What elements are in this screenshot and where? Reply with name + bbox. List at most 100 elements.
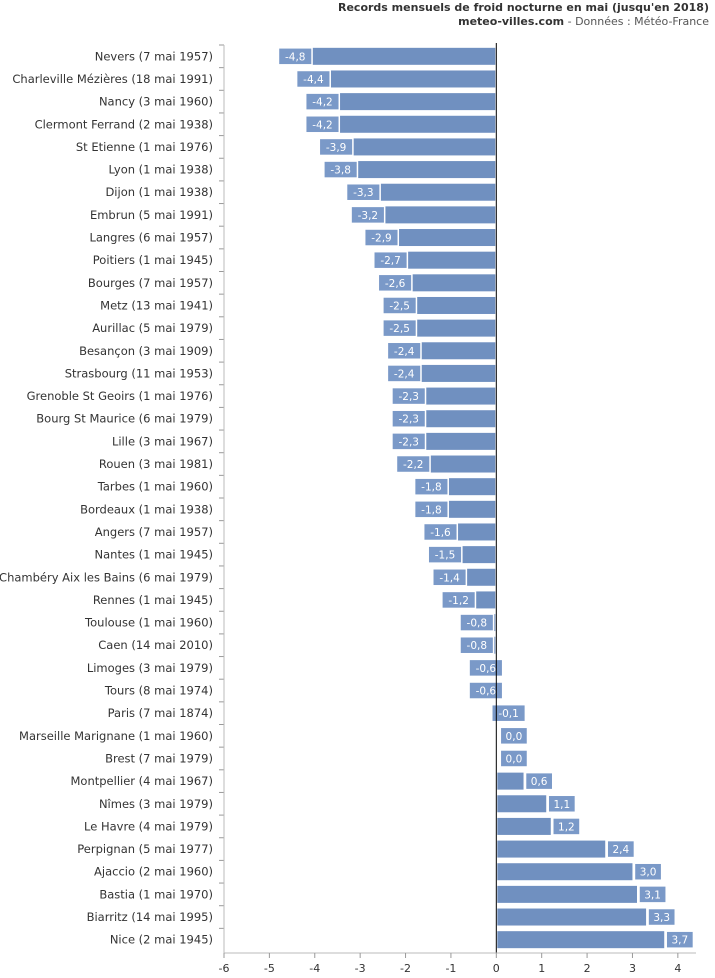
data-label-text: -1,8 (421, 482, 442, 494)
data-label-text: 3,7 (671, 935, 688, 947)
data-label-text: 3,0 (640, 867, 657, 879)
data-label-box (491, 703, 527, 723)
data-label-28: -0,6 (468, 681, 504, 700)
category-label-4: St Etienne (1 mai 1976) (76, 140, 213, 154)
data-label-20: -1,8 (413, 500, 449, 519)
bar-33 (497, 795, 547, 813)
data-label-text: -2,9 (371, 233, 392, 245)
data-label-box (318, 137, 354, 157)
data-label-box (459, 613, 495, 632)
data-label-box (633, 862, 663, 881)
data-label-text: -3,8 (330, 165, 351, 177)
data-label-text: -0,1 (498, 708, 519, 720)
x-tick-label: -6 (219, 962, 230, 975)
category-label-30: Marseille Marignane (1 mai 1960) (19, 729, 213, 743)
bar-3 (305, 115, 496, 133)
data-label-box (606, 839, 636, 859)
category-label-9: Poitiers (1 mai 1945) (93, 253, 213, 267)
data-label-text: -3,2 (358, 210, 379, 222)
bar-4 (319, 138, 496, 156)
data-label-box (427, 545, 463, 564)
data-label-24: -1,2 (441, 590, 477, 610)
data-label-text: -2,2 (403, 459, 424, 471)
data-label-box (350, 205, 386, 225)
data-label-box (323, 160, 359, 179)
category-label-34: Le Havre (4 mai 1979) (84, 819, 213, 833)
category-label-2: Nancy (3 mai 1960) (99, 95, 213, 109)
data-label-13: -2,4 (386, 341, 422, 361)
data-label-box (422, 522, 459, 542)
data-label-text: 0,0 (506, 731, 523, 743)
category-label-6: Dijon (1 mai 1938) (105, 185, 213, 199)
category-label-21: Angers (7 mai 1957) (95, 525, 213, 539)
data-label-2: -4,2 (304, 92, 341, 111)
category-label-14: Strasbourg (11 mai 1953) (65, 366, 213, 380)
data-label-34: 1,2 (552, 817, 581, 836)
data-label-29: -0,1 (491, 703, 527, 723)
x-tick-label: 0 (493, 962, 500, 975)
data-label-12: -2,5 (382, 318, 418, 338)
category-label-26: Caen (14 mai 2010) (98, 638, 213, 652)
data-source: - Données : Météo-France (564, 15, 709, 28)
data-label-box (638, 885, 667, 904)
data-label-box (432, 568, 468, 587)
x-tick-label: -2 (400, 962, 411, 975)
category-label-22: Nantes (1 mai 1945) (95, 548, 213, 562)
data-label-text: -2,6 (385, 278, 406, 290)
bars-layer: -4,8 -4,4 -4,2 -4,2 -3,9 -3,8-3,3 -3,2 -2,9 -2,7… (277, 47, 695, 949)
data-label-text: -2,4 (394, 346, 415, 358)
category-label-25: Toulouse (1 mai 1960) (84, 616, 213, 630)
data-label-text: 0,0 (506, 753, 523, 765)
data-label-32: 0,6 (524, 771, 554, 791)
bar-6 (346, 183, 496, 201)
data-label-9: -2,7 (373, 250, 409, 270)
data-label-22: -1,5 (427, 545, 463, 564)
data-label-21: -1,6 (422, 522, 459, 542)
data-label-box (547, 794, 577, 814)
data-label-box (499, 749, 529, 768)
chart-title: Records mensuels de froid nocturne en ma… (338, 1, 709, 14)
data-label-text: 1,2 (558, 821, 575, 833)
data-label-box (377, 273, 413, 293)
bar-38 (497, 908, 647, 926)
data-label-box (363, 228, 400, 247)
data-label-box (468, 681, 504, 700)
category-label-18: Rouen (3 mai 1981) (99, 457, 213, 471)
bar-1 (296, 70, 496, 88)
data-label-27: -0,6 (468, 658, 504, 678)
data-label-text: 3,3 (653, 912, 670, 924)
data-label-box (295, 69, 331, 89)
category-label-7: Embrun (5 mai 1991) (90, 208, 213, 222)
category-label-1: Charleville Mézières (18 mai 1991) (12, 72, 213, 86)
category-label-5: Lyon (1 mai 1938) (109, 163, 213, 177)
data-label-box (391, 386, 427, 406)
data-label-3: -4,2 (304, 115, 341, 134)
category-label-37: Bastia (1 mai 1970) (99, 887, 213, 901)
x-tick-label: 3 (629, 962, 636, 975)
data-label-text: -0,6 (476, 686, 497, 698)
data-label-26: -0,8 (459, 635, 495, 655)
category-label-12: Aurillac (5 mai 1979) (92, 321, 213, 335)
data-label-text: 2,4 (612, 844, 629, 856)
data-label-4: -3,9 (318, 137, 354, 157)
category-labels: Nevers (7 mai 1957) Charleville Mézières … (0, 49, 213, 946)
data-label-25: -0,8 (459, 613, 495, 632)
data-label-text: 0,6 (531, 776, 548, 788)
data-label-text: -2,4 (394, 368, 415, 380)
data-label-box (665, 930, 695, 949)
data-label-box (345, 182, 381, 202)
x-tick-label: -5 (264, 962, 275, 975)
category-label-29: Paris (7 mai 1874) (108, 706, 213, 720)
data-label-text: -0,8 (467, 640, 488, 652)
bar-37 (497, 885, 637, 903)
bar-32 (497, 772, 524, 790)
data-label-box (277, 47, 313, 66)
data-label-box (304, 115, 341, 134)
data-label-11: -2,5 (382, 296, 418, 315)
bar-34 (497, 817, 551, 835)
category-label-23: Chambéry Aix les Bains (6 mai 1979) (0, 570, 213, 584)
data-label-23: -1,4 (432, 568, 468, 587)
x-tick-label: -1 (445, 962, 456, 975)
data-label-box (391, 432, 427, 451)
